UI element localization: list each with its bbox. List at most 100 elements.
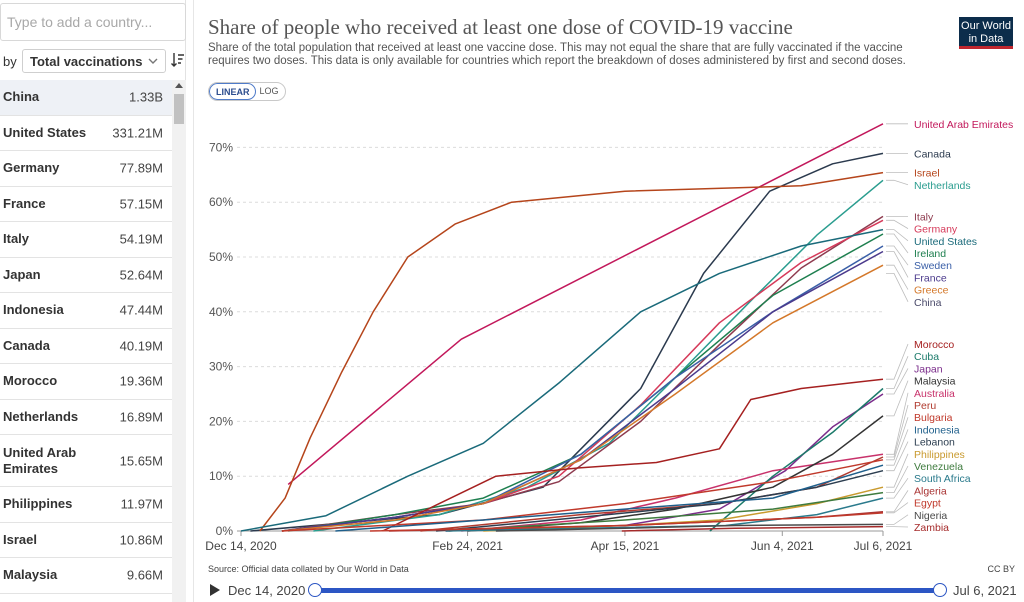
timeline-start-handle[interactable] bbox=[308, 583, 322, 597]
x-tick-label: Apr 15, 2021 bbox=[591, 539, 660, 553]
series-line[interactable] bbox=[709, 387, 884, 532]
series-label[interactable]: Australia bbox=[914, 388, 955, 400]
country-name: Israel bbox=[3, 531, 37, 547]
license-link[interactable]: CC BY bbox=[987, 564, 1015, 574]
series-line[interactable] bbox=[259, 171, 884, 532]
country-row[interactable]: Japan 52.64M bbox=[0, 258, 172, 293]
series-line[interactable] bbox=[495, 523, 884, 532]
country-value: 15.65M bbox=[119, 453, 163, 468]
series-label[interactable]: Bulgaria bbox=[914, 412, 953, 424]
series-line[interactable] bbox=[436, 469, 884, 532]
timeline-track[interactable] bbox=[315, 588, 940, 593]
series-label[interactable]: France bbox=[914, 272, 947, 284]
sort-metric-select[interactable]: Total vaccinations bbox=[22, 49, 166, 73]
series-label[interactable]: Ireland bbox=[914, 248, 946, 260]
series-line[interactable] bbox=[288, 233, 884, 532]
series-label[interactable]: United States bbox=[914, 236, 977, 248]
series-label[interactable]: Canada bbox=[914, 148, 951, 160]
x-tick-label: Jul 6, 2021 bbox=[854, 539, 913, 553]
series-line[interactable] bbox=[287, 123, 884, 485]
country-row[interactable]: Philippines 11.97M bbox=[0, 487, 172, 523]
series-label[interactable]: Nigeria bbox=[914, 510, 947, 522]
series-label[interactable]: Malaysia bbox=[914, 376, 956, 388]
series-label[interactable]: Germany bbox=[914, 224, 958, 236]
country-row[interactable]: Israel 10.86M bbox=[0, 523, 172, 558]
linear-scale-button[interactable]: LINEAR bbox=[209, 83, 256, 100]
timeline-end-handle[interactable] bbox=[933, 583, 947, 597]
country-row[interactable]: Italy 54.19M bbox=[0, 222, 172, 258]
y-tick-label: 30% bbox=[209, 360, 233, 374]
series-line[interactable] bbox=[281, 245, 884, 532]
series-label[interactable]: Indonesia bbox=[914, 424, 960, 436]
series-line[interactable] bbox=[335, 464, 884, 532]
series-line[interactable] bbox=[240, 228, 884, 532]
country-row[interactable]: Morocco 19.36M bbox=[0, 364, 172, 400]
series-label-connector bbox=[886, 477, 909, 499]
country-row[interactable]: Germany 77.89M bbox=[0, 151, 172, 187]
country-list-scrollbar[interactable] bbox=[172, 80, 186, 602]
series-label[interactable]: Sweden bbox=[914, 260, 952, 272]
series-line[interactable] bbox=[445, 497, 884, 532]
logo-line-2: in Data bbox=[968, 33, 1004, 45]
y-tick-label: 20% bbox=[209, 414, 233, 428]
series-label[interactable]: Zambia bbox=[914, 522, 949, 534]
owid-logo[interactable]: Our World in Data bbox=[959, 17, 1013, 49]
series-line[interactable] bbox=[313, 179, 884, 532]
series-label-connector bbox=[886, 502, 909, 514]
scale-toggle: LINEAR LOG bbox=[208, 82, 286, 101]
country-row[interactable]: Netherlands 16.89M bbox=[0, 400, 172, 435]
series-label-connector bbox=[886, 380, 909, 417]
series-line[interactable] bbox=[448, 491, 884, 532]
country-row[interactable]: United Arab Emirates 15.65M bbox=[0, 435, 172, 487]
series-line[interactable] bbox=[281, 215, 884, 532]
series-line[interactable] bbox=[281, 459, 884, 532]
series-label[interactable]: Cuba bbox=[914, 351, 939, 363]
country-name: France bbox=[3, 195, 46, 211]
scroll-up-icon[interactable] bbox=[175, 83, 183, 88]
series-label-connector bbox=[886, 368, 909, 395]
series-line[interactable] bbox=[281, 264, 884, 532]
series-line[interactable] bbox=[621, 525, 884, 532]
series-label[interactable]: South Africa bbox=[914, 473, 971, 485]
series-label-connector bbox=[886, 465, 909, 493]
country-row[interactable]: Malaysia 9.66M bbox=[0, 558, 172, 594]
country-row[interactable]: United States 331.21M bbox=[0, 116, 172, 151]
series-label-connector bbox=[886, 514, 909, 525]
series-label-connector bbox=[886, 251, 909, 278]
series-label-connector bbox=[886, 441, 909, 472]
log-scale-button[interactable]: LOG bbox=[259, 86, 279, 96]
chart-series-lines bbox=[240, 123, 884, 532]
series-line[interactable] bbox=[382, 378, 884, 532]
country-row[interactable]: Indonesia 47.44M bbox=[0, 293, 172, 329]
series-label[interactable]: Japan bbox=[914, 363, 943, 375]
play-icon[interactable] bbox=[210, 584, 220, 596]
series-line[interactable] bbox=[369, 512, 884, 532]
series-line[interactable] bbox=[461, 453, 884, 532]
series-label[interactable]: Israel bbox=[914, 168, 940, 180]
country-search-input[interactable] bbox=[0, 3, 186, 41]
scrollbar-thumb[interactable] bbox=[174, 94, 184, 124]
country-row[interactable]: Canada 40.19M bbox=[0, 329, 172, 364]
series-label[interactable]: Philippines bbox=[914, 449, 965, 461]
country-value: 47.44M bbox=[119, 302, 163, 318]
series-label[interactable]: Italy bbox=[914, 211, 934, 223]
series-line[interactable] bbox=[250, 152, 884, 532]
series-label[interactable]: Greece bbox=[914, 285, 949, 297]
country-name: Italy bbox=[3, 231, 30, 247]
series-label[interactable]: Peru bbox=[914, 400, 936, 412]
series-line[interactable] bbox=[281, 250, 884, 532]
series-label[interactable]: Venezuela bbox=[914, 461, 963, 473]
series-label[interactable]: China bbox=[914, 297, 942, 309]
logo-line-1: Our World bbox=[961, 20, 1011, 32]
sort-descending-icon[interactable] bbox=[171, 52, 185, 68]
series-label[interactable]: Egypt bbox=[914, 498, 941, 510]
series-line[interactable] bbox=[281, 219, 884, 532]
series-label[interactable]: Netherlands bbox=[914, 180, 971, 192]
series-label[interactable]: Lebanon bbox=[914, 437, 955, 449]
country-name: Canada bbox=[3, 337, 50, 353]
country-row[interactable]: China 1.33B bbox=[0, 80, 172, 116]
series-label[interactable]: United Arab Emirates bbox=[914, 119, 1013, 131]
series-label[interactable]: Algeria bbox=[914, 485, 947, 497]
country-row[interactable]: France 57.15M bbox=[0, 187, 172, 222]
series-label[interactable]: Morocco bbox=[914, 339, 954, 351]
